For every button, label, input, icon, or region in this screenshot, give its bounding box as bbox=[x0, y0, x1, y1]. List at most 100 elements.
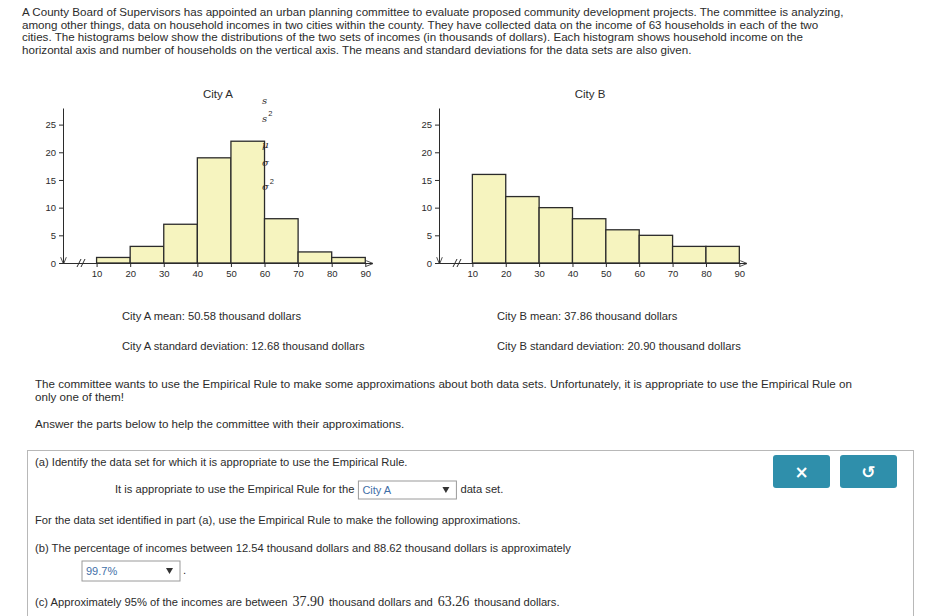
part-intro: For the data set identified in part (a),… bbox=[35, 514, 521, 526]
y-tick: 20 bbox=[421, 147, 439, 158]
tick-label: 20 bbox=[45, 147, 56, 158]
x-tick: 40 bbox=[193, 263, 204, 279]
tick-mark bbox=[164, 263, 165, 267]
prompt: Answer the parts below to help the commi… bbox=[35, 417, 404, 430]
tick-label: 5 bbox=[427, 230, 432, 241]
tick-mark bbox=[59, 152, 63, 153]
dropdown-arrow[interactable] bbox=[166, 568, 173, 574]
button[interactable]: ↺ bbox=[840, 455, 897, 488]
tick-mark bbox=[606, 263, 607, 267]
x-tick: 70 bbox=[293, 263, 304, 279]
button[interactable]: × bbox=[773, 455, 830, 488]
x-tick: 20 bbox=[501, 263, 512, 279]
intro-line: cities. The histograms below show the di… bbox=[22, 30, 803, 43]
x-axis: 102030405060708090 bbox=[64, 263, 373, 279]
tick-label: 0 bbox=[51, 258, 56, 269]
answer-text: (c) Approximately 95% of the incomes are… bbox=[35, 596, 287, 608]
button-label[interactable]: × bbox=[794, 462, 808, 482]
y-tick: 5 bbox=[51, 230, 63, 241]
y-axis: 0 5 10 15 20 25 bbox=[421, 109, 439, 269]
bars bbox=[472, 174, 739, 263]
tick-mark bbox=[59, 125, 63, 126]
tick-mark bbox=[365, 263, 366, 267]
tick-label: 10 bbox=[421, 202, 432, 213]
tick-mark bbox=[435, 263, 439, 264]
tick-label: 10 bbox=[45, 202, 56, 213]
y-tick: 10 bbox=[421, 202, 439, 213]
tick-mark bbox=[59, 263, 63, 264]
x-axis: 102030405060708090 bbox=[440, 263, 747, 279]
button-label[interactable]: ↺ bbox=[861, 462, 875, 482]
bar bbox=[572, 219, 605, 263]
tick-label: 80 bbox=[701, 268, 712, 279]
tick-label: 50 bbox=[601, 268, 612, 279]
tick-label: 20 bbox=[421, 147, 432, 158]
tick-mark bbox=[332, 263, 333, 267]
tick-mark bbox=[706, 263, 707, 267]
dropdown-box[interactable] bbox=[358, 481, 456, 499]
tick-label: 5 bbox=[51, 230, 56, 241]
tick-label: 40 bbox=[568, 268, 579, 279]
x-tick: 10 bbox=[468, 263, 479, 279]
dropdown[interactable]: City A bbox=[358, 481, 456, 499]
axis-line bbox=[440, 263, 747, 264]
tick-mark bbox=[435, 235, 439, 236]
tick-mark bbox=[673, 263, 674, 267]
sd-b: City B standard deviation: 20.90 thousan… bbox=[497, 340, 741, 352]
question: (a) Identify the data set for which it i… bbox=[35, 456, 407, 468]
dropdown[interactable]: 99.7% bbox=[82, 561, 180, 581]
tick-label: 10 bbox=[92, 268, 103, 279]
x-tick: 50 bbox=[601, 263, 612, 279]
tick-mark bbox=[435, 180, 439, 181]
axis-break bbox=[457, 259, 461, 267]
axis-break bbox=[453, 259, 457, 267]
intro-line: among other things, data on household in… bbox=[22, 18, 818, 31]
bar bbox=[506, 197, 539, 263]
dropdown-arrow[interactable] bbox=[442, 487, 449, 493]
tick-label: 25 bbox=[45, 119, 56, 130]
x-tick: 10 bbox=[92, 263, 103, 279]
answer-suffix: . bbox=[183, 564, 186, 576]
y-tick: 10 bbox=[45, 202, 63, 213]
tick-label: 60 bbox=[634, 268, 645, 279]
dropdown-value[interactable]: City A bbox=[362, 484, 391, 496]
axis-line bbox=[64, 263, 373, 264]
tick-mark bbox=[572, 263, 573, 267]
tick-label: 30 bbox=[159, 268, 170, 279]
dropdown-value[interactable]: 99.7% bbox=[86, 565, 117, 577]
answer-text: thousand dollars. bbox=[474, 596, 559, 608]
symbol-sup: 2 bbox=[268, 109, 272, 118]
y-tick: 20 bbox=[45, 147, 63, 158]
tick-label: 25 bbox=[421, 119, 432, 130]
symbol: s bbox=[262, 95, 267, 106]
bar bbox=[130, 246, 164, 263]
tick-mark bbox=[130, 263, 131, 267]
button-bg[interactable] bbox=[840, 455, 897, 488]
page: A County Board of Supervisors has appoin… bbox=[0, 0, 951, 616]
button-bg[interactable] bbox=[773, 455, 830, 488]
answer-value: 63.26 bbox=[438, 594, 470, 609]
instruction-line: only one of them! bbox=[35, 390, 124, 403]
tick-label: 0 bbox=[427, 258, 432, 269]
tick-label: 40 bbox=[193, 268, 204, 279]
histogram: City B0510152025102030405060708090 bbox=[421, 88, 746, 279]
histogram: City A0510152025102030405060708090 bbox=[45, 88, 372, 279]
tick-mark bbox=[59, 235, 63, 236]
symbol: s bbox=[262, 113, 267, 124]
y-axis: 0510152025 bbox=[45, 109, 63, 269]
tick-mark bbox=[435, 208, 439, 209]
mean-a: City A mean: 50.58 thousand dollars bbox=[122, 310, 302, 322]
y-tick: 25 bbox=[421, 119, 439, 130]
answer-suffix: data set. bbox=[460, 483, 503, 495]
mean-b: City B mean: 37.86 thousand dollars bbox=[497, 310, 678, 322]
tick-label: 20 bbox=[125, 268, 136, 279]
bar bbox=[265, 219, 299, 263]
x-tick: 40 bbox=[568, 263, 579, 279]
tick-mark bbox=[59, 180, 63, 181]
y-tick: 5 bbox=[427, 230, 439, 241]
tick-mark bbox=[231, 263, 232, 267]
dropdown-box[interactable] bbox=[82, 561, 180, 581]
tick-mark bbox=[435, 125, 439, 126]
x-tick: 30 bbox=[534, 263, 545, 279]
tick-label: 15 bbox=[421, 175, 432, 186]
